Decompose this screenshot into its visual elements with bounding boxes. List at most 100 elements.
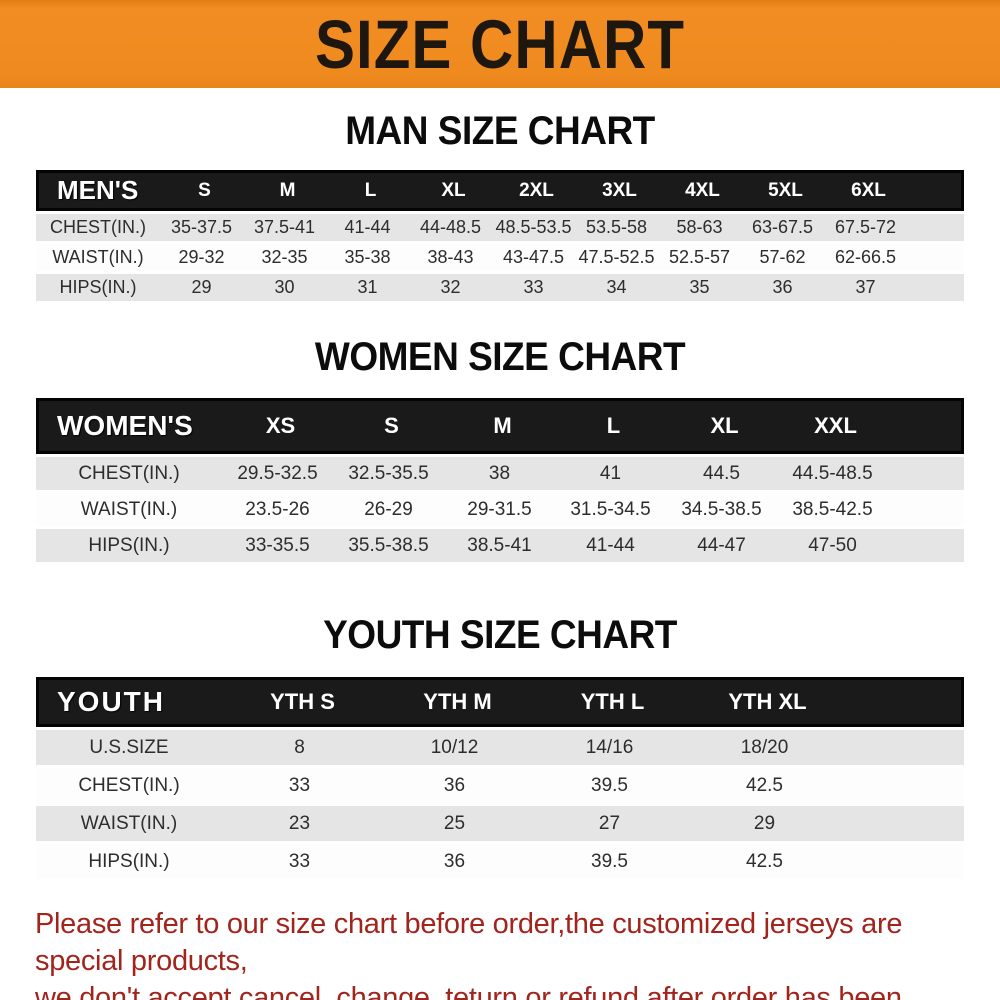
table-row: CHEST(IN.) 35-37.5 37.5-41 41-44 44-48.5 48.5…: [36, 214, 964, 241]
table-header-row: WOMEN'S XS S M L XL XXL: [36, 398, 964, 454]
value-cell: 29: [191, 277, 212, 297]
value-cell: 32-35: [261, 247, 308, 267]
table-row: U.S.SIZE 8 10/12 14/16 18/20: [36, 730, 964, 765]
table-header-row: YOUTH YTH S YTH M YTH L YTH XL: [36, 677, 964, 727]
men-section-title: MAN SIZE CHART: [345, 108, 655, 153]
row-label: CHEST(IN.): [78, 774, 180, 796]
value-cell: 8: [294, 736, 305, 758]
table-row: HIPS(IN.) 33-35.5 35.5-38.5 38.5-41 41-44 44-…: [36, 529, 964, 562]
value-cell: 63-67.5: [751, 217, 814, 237]
youth-section-title: YOUTH SIZE CHART: [323, 612, 677, 657]
value-cell: 18/20: [740, 736, 789, 758]
value-cell: 36: [443, 850, 466, 872]
size-column-header: L: [606, 413, 621, 438]
value-cell: 35-38: [344, 247, 391, 267]
value-cell: 33-35.5: [245, 534, 310, 556]
value-cell: 10/12: [430, 736, 479, 758]
table-title-cell: MEN'S: [57, 175, 139, 205]
value-cell: 33: [288, 850, 311, 872]
value-cell: 14/16: [585, 736, 634, 758]
size-column-header: 3XL: [602, 179, 637, 201]
table-title-cell: WOMEN'S: [57, 410, 193, 441]
disclaimer-line-1: Please refer to our size chart before or…: [35, 908, 903, 977]
value-cell: 29-31.5: [467, 498, 532, 520]
table-row: CHEST(IN.) 29.5-32.5 32.5-35.5 38 41 44.5 44.5…: [36, 457, 964, 490]
value-cell: 29.5-32.5: [237, 462, 318, 484]
value-cell: 37: [855, 277, 876, 297]
row-label: HIPS(IN.): [88, 850, 170, 872]
size-column-header: YTH M: [423, 689, 492, 714]
size-column-header: M: [493, 413, 512, 438]
value-cell: 57-62: [759, 247, 806, 267]
value-cell: 38.5-42.5: [792, 498, 873, 520]
value-cell: 34.5-38.5: [681, 498, 762, 520]
row-label: CHEST(IN.): [50, 217, 146, 237]
disclaimer: Please refer to our size chart before or…: [35, 906, 980, 1000]
value-cell: 36: [443, 774, 466, 796]
value-cell: 42.5: [746, 774, 783, 796]
size-column-header: 5XL: [768, 179, 803, 201]
youth-section: YOUTH SIZE CHART YOUTH YTH S YTH M YTH L YTH…: [0, 565, 1000, 879]
value-cell: 44-48.5: [419, 217, 482, 237]
table-row: HIPS(IN.) 29 30 31 32 33 34 35 36 37: [36, 274, 964, 301]
value-cell: 29: [753, 812, 776, 834]
size-column-header: XS: [265, 413, 296, 438]
table-row: WAIST(IN.) 29-32 32-35 35-38 38-43 43-47.5 47.…: [36, 244, 964, 271]
value-cell: 58-63: [676, 217, 723, 237]
table-row: WAIST(IN.) 23 25 27 29: [36, 806, 964, 841]
row-label: U.S.SIZE: [89, 736, 169, 758]
men-size-table: MEN'S S M L XL 2XL 3XL 4XL 5XL 6XL CHEST(IN.) 35-37…: [36, 170, 964, 301]
row-label: WAIST(IN.): [52, 247, 144, 267]
value-cell: 38-43: [427, 247, 474, 267]
row-label: HIPS(IN.): [88, 534, 170, 556]
size-column-header: YTH XL: [728, 689, 807, 714]
value-cell: 33: [288, 774, 311, 796]
value-cell: 37.5-41: [253, 217, 316, 237]
value-cell: 30: [274, 277, 295, 297]
value-cell: 47.5-52.5: [578, 247, 655, 267]
value-cell: 67.5-72: [834, 217, 897, 237]
size-column-header: XL: [441, 179, 466, 201]
value-cell: 26-29: [364, 498, 413, 520]
value-cell: 52.5-57: [668, 247, 731, 267]
value-cell: 25: [443, 812, 466, 834]
value-cell: 27: [598, 812, 621, 834]
size-column-header: 2XL: [519, 179, 554, 201]
value-cell: 47-50: [808, 534, 857, 556]
value-cell: 39.5: [591, 850, 628, 872]
women-section-title: WOMEN SIZE CHART: [314, 334, 686, 379]
row-label: WAIST(IN.): [80, 498, 178, 520]
value-cell: 33: [523, 277, 544, 297]
value-cell: 35-37.5: [170, 217, 233, 237]
table-row: CHEST(IN.) 33 36 39.5 42.5: [36, 768, 964, 803]
value-cell: 42.5: [746, 850, 783, 872]
table-header-row: MEN'S S M L XL 2XL 3XL 4XL 5XL 6XL: [36, 170, 964, 211]
size-column-header: S: [198, 179, 211, 201]
size-column-header: YTH L: [580, 689, 645, 714]
value-cell: 35.5-38.5: [348, 534, 429, 556]
value-cell: 34: [606, 277, 627, 297]
size-column-header: XL: [710, 413, 739, 438]
row-label: HIPS(IN.): [59, 277, 137, 297]
value-cell: 35: [689, 277, 710, 297]
value-cell: 23: [288, 812, 311, 834]
table-row: HIPS(IN.) 33 36 39.5 42.5: [36, 844, 964, 879]
men-section: MAN SIZE CHART MEN'S S M L XL 2XL 3XL 4XL 5XL 6XL…: [0, 88, 1000, 301]
value-cell: 62-66.5: [834, 247, 897, 267]
value-cell: 44-47: [697, 534, 746, 556]
value-cell: 38.5-41: [467, 534, 532, 556]
size-column-header: XXL: [814, 413, 857, 438]
value-cell: 48.5-53.5: [495, 217, 572, 237]
value-cell: 32: [440, 277, 461, 297]
size-column-header: M: [279, 179, 296, 201]
banner: SIZE CHART: [0, 0, 1000, 88]
table-title-cell: YOUTH: [57, 686, 165, 717]
value-cell: 44.5-48.5: [792, 462, 873, 484]
value-cell: 23.5-26: [245, 498, 310, 520]
value-cell: 39.5: [591, 774, 628, 796]
women-section: WOMEN SIZE CHART WOMEN'S XS S M L XL XXL CHEST(…: [0, 304, 1000, 562]
table-row: WAIST(IN.) 23.5-26 26-29 29-31.5 31.5-34.5 34…: [36, 493, 964, 526]
value-cell: 53.5-58: [585, 217, 648, 237]
value-cell: 43-47.5: [502, 247, 565, 267]
